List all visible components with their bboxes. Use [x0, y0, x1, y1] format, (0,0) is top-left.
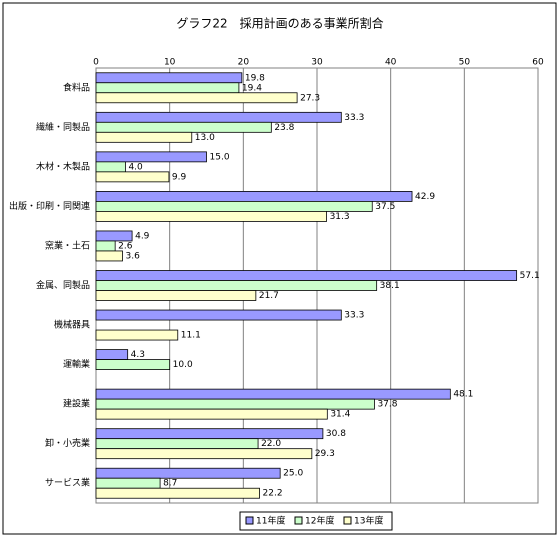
- value-label: 25.0: [283, 469, 303, 479]
- y-tick-label: 金属、同製品: [36, 279, 90, 291]
- bar: [95, 398, 375, 410]
- bar: [95, 270, 518, 281]
- bar: [95, 309, 342, 321]
- legend-swatch: [343, 516, 352, 525]
- value-label: 10.0: [173, 360, 193, 370]
- bar: [95, 349, 129, 360]
- chart-title: グラフ22 採用計画のある事業所割合: [176, 16, 383, 31]
- value-label: 19.4: [242, 83, 262, 93]
- value-label: 31.3: [330, 212, 350, 222]
- value-label: 57.1: [520, 271, 540, 281]
- value-label: 23.8: [274, 123, 294, 133]
- y-tick-label: サービス業: [45, 477, 90, 489]
- x-tick-label: 10: [164, 58, 176, 68]
- bar: [95, 230, 133, 242]
- bar: [95, 388, 451, 400]
- bar: [95, 161, 126, 173]
- bar: [95, 92, 298, 104]
- x-tick-label: 20: [238, 58, 250, 68]
- y-tick-label: 運輸業: [63, 358, 90, 370]
- value-label: 33.3: [344, 311, 364, 321]
- bar: [95, 290, 257, 301]
- value-label: 4.9: [135, 231, 150, 241]
- legend-label: 12年度: [305, 515, 334, 527]
- y-tick-label: 窯業・土石: [45, 239, 90, 251]
- value-label: 2.6: [118, 241, 133, 251]
- y-tick-label: 卸・小売業: [45, 437, 90, 449]
- value-label: 33.3: [344, 113, 364, 123]
- y-tick-label: 出版・印刷・同関連: [9, 200, 90, 212]
- bar: [95, 131, 193, 143]
- bar: [95, 151, 207, 163]
- value-label: 21.7: [259, 291, 279, 301]
- bar: [95, 448, 313, 460]
- x-tick-label: 50: [459, 58, 471, 68]
- value-label: 38.1: [380, 281, 400, 291]
- bar: [95, 487, 260, 499]
- bar: [95, 467, 281, 479]
- legend-box: [239, 511, 393, 531]
- value-label: 27.3: [300, 93, 320, 103]
- value-label: 37.5: [375, 202, 395, 212]
- bar: [95, 428, 324, 440]
- value-label: 11.1: [181, 331, 201, 341]
- bar: [95, 240, 116, 252]
- x-tick-label: 30: [311, 58, 323, 68]
- value-label: 22.2: [263, 489, 283, 499]
- y-tick-label: 機械器具: [54, 319, 90, 331]
- legend-label: 11年度: [256, 515, 285, 527]
- value-label: 3.6: [126, 251, 141, 261]
- bar: [95, 121, 272, 133]
- legend-label: 13年度: [354, 515, 383, 527]
- legend-swatch: [294, 516, 303, 525]
- value-label: 19.8: [245, 73, 265, 83]
- bar: [95, 82, 240, 94]
- bar: [95, 280, 378, 291]
- bar: [95, 111, 342, 123]
- bar: [95, 201, 373, 212]
- x-tick-label: 60: [532, 58, 544, 68]
- value-label: 13.0: [195, 133, 215, 143]
- value-label: 4.0: [128, 162, 143, 172]
- bar: [95, 438, 259, 450]
- value-label: 8.7: [163, 479, 177, 489]
- bar: [95, 211, 327, 222]
- bar: [95, 171, 170, 183]
- y-tick-label: 繊維・同製品: [36, 121, 90, 133]
- bar: [95, 408, 328, 420]
- value-label: 9.9: [172, 172, 187, 182]
- value-label: 15.0: [210, 152, 230, 162]
- bar: [95, 477, 161, 489]
- value-label: 29.3: [315, 449, 335, 459]
- bar: [95, 329, 179, 341]
- bar: [95, 359, 171, 370]
- x-tick-label: 0: [93, 58, 99, 68]
- y-tick-label: 食料品: [63, 81, 90, 93]
- value-label: 31.4: [330, 410, 350, 420]
- bar: [95, 191, 413, 202]
- bar: [95, 72, 243, 84]
- value-label: 37.8: [377, 400, 397, 410]
- value-label: 42.9: [415, 192, 435, 202]
- y-tick-label: 木材・木製品: [36, 160, 90, 172]
- value-label: 30.8: [326, 429, 346, 439]
- legend-swatch: [245, 516, 254, 525]
- x-tick-label: 40: [385, 58, 397, 68]
- y-tick-label: 建設業: [63, 398, 90, 410]
- value-label: 22.0: [261, 439, 281, 449]
- value-label: 4.3: [131, 350, 145, 360]
- value-label: 48.1: [453, 390, 473, 400]
- bar: [95, 250, 123, 262]
